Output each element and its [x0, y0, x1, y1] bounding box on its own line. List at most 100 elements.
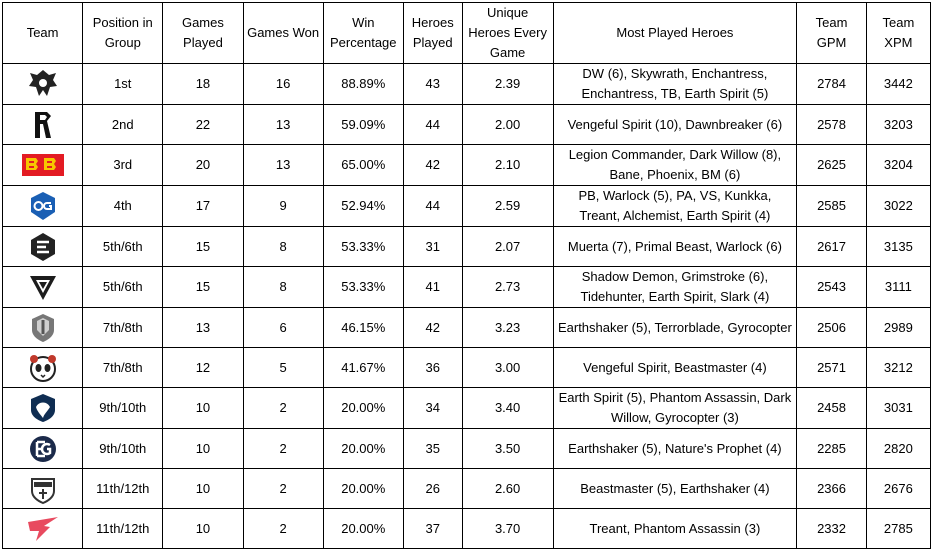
heroes-played-cell: 35 [402, 428, 463, 469]
games-played-cell: 22 [162, 104, 244, 145]
header-games-played: Games Played [162, 2, 244, 64]
table-row: 2nd 22 13 59.09% 44 2.00 Vengeful Spirit (10),… [1, 104, 932, 145]
header-position: Position in Group [82, 2, 164, 64]
table-row: 5th/6th 15 8 53.33% 41 2.73 Shadow Demon, Grim… [1, 266, 932, 308]
table-row: 9th/10th 10 2 20.00% 35 3.50 Earthshaker (5), … [1, 428, 932, 469]
unique-heroes-cell: 3.50 [461, 428, 554, 469]
quest-logo [6, 473, 79, 505]
header-games-won: Games Won [242, 2, 324, 64]
heroes-played-cell: 42 [402, 307, 463, 348]
most-played-heroes-cell: Vengeful Spirit, Beastmaster (4) [552, 347, 798, 388]
team-xpm-cell: 2820 [865, 428, 932, 469]
games-played-cell: 18 [162, 63, 244, 105]
games-played-cell: 12 [162, 347, 244, 388]
heroes-played-cell: 26 [402, 468, 463, 509]
win-percentage-cell: 65.00% [322, 144, 404, 186]
table-row: 1st 18 16 88.89% 43 2.39 DW (6), Skywrath, Enc… [1, 63, 932, 105]
most-played-heroes-cell: PB, Warlock (5), PA, VS, Kunkka, Treant,… [552, 185, 798, 227]
win-percentage-cell: 20.00% [322, 428, 404, 469]
unique-heroes-cell: 2.10 [461, 144, 554, 186]
games-won-cell: 2 [242, 468, 324, 509]
header-heroes-played: Heroes Played [402, 2, 463, 64]
games-won-cell: 8 [242, 226, 324, 267]
heroes-played-cell: 43 [402, 63, 463, 105]
team-gpm-cell: 2578 [796, 104, 867, 145]
table-row: 11th/12th 10 2 20.00% 26 2.60 Beastmaster (5),… [1, 468, 932, 509]
header-most-played: Most Played Heroes [552, 2, 798, 64]
heroes-played-cell: 31 [402, 226, 463, 267]
team-xpm-cell: 3204 [865, 144, 932, 186]
unique-heroes-cell: 3.70 [461, 508, 554, 549]
games-won-cell: 2 [242, 428, 324, 469]
team-xpm-cell: 3442 [865, 63, 932, 105]
most-played-heroes-cell: Treant, Phantom Assassin (3) [552, 508, 798, 549]
unique-heroes-cell: 2.59 [461, 185, 554, 227]
games-played-cell: 10 [162, 428, 244, 469]
team-xpm-cell: 3212 [865, 347, 932, 388]
most-played-heroes-cell: Earthshaker (5), Terrorblade, Gyrocopter [552, 307, 798, 348]
win-percentage-cell: 53.33% [322, 226, 404, 267]
most-played-heroes-cell: Vengeful Spirit (10), Dawnbreaker (6) [552, 104, 798, 145]
team-gpm-cell: 2543 [796, 266, 867, 308]
header-xpm: Team XPM [865, 2, 932, 64]
games-won-cell: 16 [242, 63, 324, 105]
most-played-heroes-cell: Shadow Demon, Grimstroke (6), Tidehunter… [552, 266, 798, 308]
team-logo-cell [1, 307, 84, 348]
games-won-cell: 5 [242, 347, 324, 388]
win-percentage-cell: 52.94% [322, 185, 404, 227]
talon-logo [6, 513, 79, 545]
team-xpm-cell: 2785 [865, 508, 932, 549]
win-percentage-cell: 20.00% [322, 508, 404, 549]
team-xpm-cell: 3203 [865, 104, 932, 145]
entity-logo [6, 231, 79, 263]
most-played-heroes-cell: Legion Commander, Dark Willow (8), Bane,… [552, 144, 798, 186]
team-logo-cell [1, 144, 84, 186]
header-unique-heroes: Unique Heroes Every Game [461, 2, 554, 64]
games-won-cell: 13 [242, 104, 324, 145]
unique-heroes-cell: 3.40 [461, 387, 554, 429]
games-played-cell: 15 [162, 266, 244, 308]
games-won-cell: 2 [242, 387, 324, 429]
unique-heroes-cell: 2.39 [461, 63, 554, 105]
team-xpm-cell: 3022 [865, 185, 932, 227]
team-gpm-cell: 2366 [796, 468, 867, 509]
position-cell: 11th/12th [82, 468, 164, 509]
position-cell: 7th/8th [82, 347, 164, 388]
heroes-played-cell: 41 [402, 266, 463, 308]
table-row: 4th 17 9 52.94% 44 2.59 PB, Warlock (5), PA, V… [1, 185, 932, 227]
games-played-cell: 15 [162, 226, 244, 267]
games-played-cell: 10 [162, 508, 244, 549]
most-played-heroes-cell: Muerta (7), Primal Beast, Warlock (6) [552, 226, 798, 267]
position-cell: 4th [82, 185, 164, 227]
team-xpm-cell: 2989 [865, 307, 932, 348]
header-row: Team Position in Group Games Played Game… [1, 2, 932, 64]
unique-heroes-cell: 3.23 [461, 307, 554, 348]
games-won-cell: 2 [242, 508, 324, 549]
team-xpm-cell: 3135 [865, 226, 932, 267]
position-cell: 5th/6th [82, 226, 164, 267]
heroes-played-cell: 36 [402, 347, 463, 388]
win-percentage-cell: 59.09% [322, 104, 404, 145]
heroes-played-cell: 42 [402, 144, 463, 186]
most-played-heroes-cell: Beastmaster (5), Earthshaker (4) [552, 468, 798, 509]
table-row: 11th/12th 10 2 20.00% 37 3.70 Treant, Phantom … [1, 508, 932, 549]
team-xpm-cell: 3031 [865, 387, 932, 429]
heroes-played-cell: 44 [402, 104, 463, 145]
games-played-cell: 20 [162, 144, 244, 186]
evil-geniuses-logo [6, 433, 79, 465]
team-logo-cell [1, 347, 84, 388]
team-gpm-cell: 2617 [796, 226, 867, 267]
win-percentage-cell: 53.33% [322, 266, 404, 308]
table-row: 7th/8th 13 6 46.15% 42 3.23 Earthshaker (5), T… [1, 307, 932, 348]
position-cell: 7th/8th [82, 307, 164, 348]
team-logo-cell [1, 387, 84, 429]
team-logo-cell [1, 63, 84, 105]
team-gpm-cell: 2285 [796, 428, 867, 469]
most-played-heroes-cell: DW (6), Skywrath, Enchantress, Enchantre… [552, 63, 798, 105]
unique-heroes-cell: 2.60 [461, 468, 554, 509]
table-row: 9th/10th 10 2 20.00% 34 3.40 Earth Spirit (5),… [1, 387, 932, 429]
table-row: 3rd 20 13 65.00% 42 2.10 Legion Commander, Dar… [1, 144, 932, 186]
table-row: 5th/6th 15 8 53.33% 31 2.07 Muerta (7), Primal… [1, 226, 932, 267]
team-gpm-cell: 2585 [796, 185, 867, 227]
